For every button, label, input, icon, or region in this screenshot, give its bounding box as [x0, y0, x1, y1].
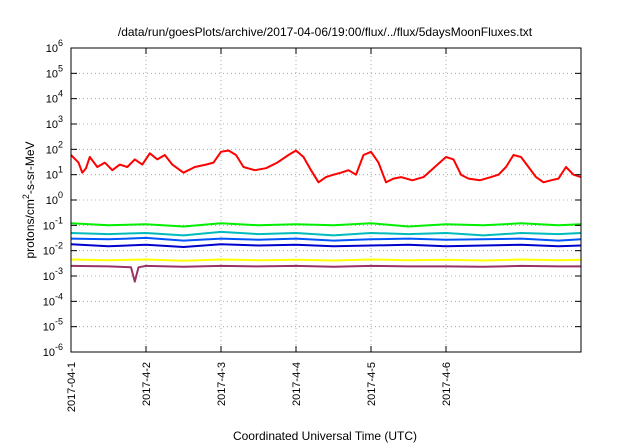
series-layer	[70, 149, 582, 283]
grid-layer	[71, 48, 581, 352]
series-line-4	[70, 243, 582, 248]
chart-title: /data/run/goesPlots/archive/2017-04-06/1…	[118, 25, 533, 39]
y-axis-label: protons/cm2-s-sr-MeV	[21, 141, 37, 258]
y-tick-label: 105	[46, 63, 63, 80]
y-tick-label: 10-5	[43, 317, 63, 334]
y-axis-label-sup: 2	[21, 194, 31, 199]
y-tick-label: 101	[46, 165, 63, 182]
x-tick-label: 2017-4-2	[141, 362, 153, 406]
y-tick-label: 103	[46, 114, 63, 131]
series-line-5	[70, 258, 582, 262]
y-axis-label-rest: -s-sr-MeV	[23, 141, 37, 194]
y-tick-label: 10-6	[43, 342, 63, 359]
x-tick-label: 2017-4-5	[366, 362, 378, 406]
y-tick-label: 10-3	[43, 266, 63, 283]
x-tick-label: 2017-04-1	[66, 362, 78, 412]
series-line-0	[70, 149, 582, 184]
series-line-1	[70, 222, 582, 228]
tick-layer: 10-6 10-5 10-4 10-3 10-2 10-1 100 101 102 103 104 1…	[43, 38, 581, 412]
series-line-2	[70, 230, 582, 237]
x-tick-label: 2017-4-6	[441, 362, 453, 406]
y-tick-label: 106	[46, 38, 63, 55]
y-tick-label: 104	[46, 89, 63, 106]
y-axis-label-main: protons/cm	[23, 199, 37, 258]
series-line-3	[70, 236, 582, 242]
x-axis-label: Coordinated Universal Time (UTC)	[233, 429, 417, 443]
y-tick-label: 10-2	[43, 241, 63, 258]
x-tick-label: 2017-4-4	[291, 362, 303, 406]
y-tick-label: 102	[46, 139, 63, 156]
series-line-6	[70, 264, 581, 283]
x-tick-label: 2017-4-3	[216, 362, 228, 406]
y-tick-label: 10-1	[43, 215, 63, 232]
y-tick-label: 10-4	[43, 291, 63, 308]
y-tick-label: 100	[46, 190, 63, 207]
